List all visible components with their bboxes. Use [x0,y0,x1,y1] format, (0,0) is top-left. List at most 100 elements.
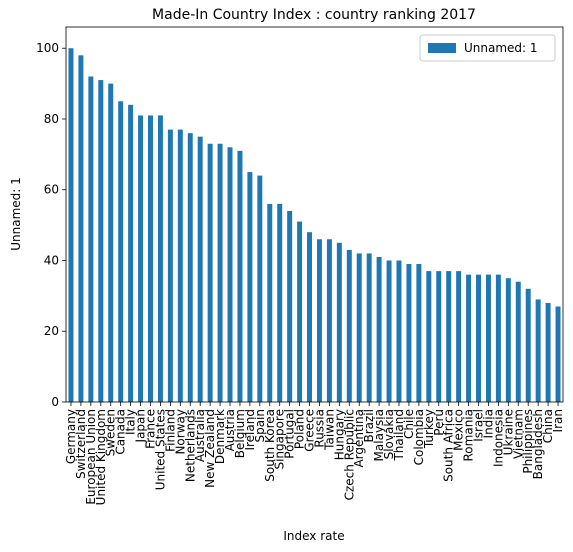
x-tick-label: Peru [432,409,446,436]
x-tick-label: United States [153,409,167,490]
legend-box [419,34,556,62]
bar [78,55,84,403]
x-tick-label: Romania [462,409,476,461]
bar [177,129,183,402]
x-tick-label: Spain [253,409,267,443]
x-tick-label: Hungary [332,409,346,460]
x-tick-label: France [143,409,157,449]
legend-swatch [428,43,456,53]
chart-title: Made-In Country Index : country ranking … [152,7,476,23]
bar [297,221,303,402]
x-tick-label: Belgium [233,409,247,458]
bar [68,48,74,403]
bar [466,274,472,402]
bar [108,83,114,403]
bar [336,242,342,402]
bar [456,271,462,402]
bar [386,260,392,402]
legend-label: Unnamed: 1 [464,41,538,55]
bar [257,175,263,402]
x-tick-label: Switzerland [74,409,88,479]
bar [525,288,531,402]
bar [118,101,124,402]
y-tick-label: 0 [51,395,59,409]
bar [366,253,372,402]
x-tick-label: Norway [173,409,187,455]
bar [505,278,511,402]
y-tick-label: 80 [44,112,59,126]
bar [555,306,561,402]
x-tick-label: Canada [114,409,128,455]
x-tick-label: Australia [193,409,207,462]
x-axis-label: Index rate [283,529,344,543]
bar [485,274,491,402]
bar [167,129,173,402]
x-tick-label: Denmark [213,409,227,464]
x-tick-label: Germany [64,409,78,464]
bar [267,203,273,402]
x-tick-label: Thailand [392,409,406,462]
bar [237,150,243,402]
bar [446,271,452,402]
bar [277,203,283,402]
x-tick-label: South Korea [263,409,277,482]
y-axis-label: Unnamed: 1 [9,177,23,251]
bar [376,256,382,402]
x-tick-label: China [541,409,555,443]
bar [197,136,203,403]
bar [227,147,233,402]
bar [346,249,352,402]
bar [436,271,442,402]
x-tick-label: Vietnam [511,409,525,459]
bar [307,232,313,402]
x-tick-label: United Kingdom [94,409,108,505]
bar [535,299,541,402]
bar [476,274,481,402]
x-tick-label: Chile [402,409,416,439]
x-tick-label: Italy [124,409,138,435]
x-tick-label: Argentina [352,409,366,468]
plot-frame [65,26,564,403]
bar [406,264,412,402]
x-tick-label: Slovakia [382,409,396,459]
bar [128,104,134,402]
x-tick-label: Czech Republic [342,409,356,500]
x-tick-label: Ukraine [501,409,515,455]
x-tick-label: Israel [472,409,486,442]
x-tick-label: Taiwan [322,409,336,451]
bar [426,271,432,402]
x-tick-label: Brazil [362,409,376,443]
bar [98,80,104,402]
bar [148,115,153,403]
y-tick-label: 40 [44,253,59,267]
x-tick-label: India [481,409,495,438]
x-tick-label: Austria [223,409,237,451]
bar [416,264,422,402]
bar [545,302,551,402]
bar [247,172,253,402]
bar [396,260,402,402]
x-tick-label: Portugal [283,409,297,459]
x-tick-label: Netherlands [183,409,197,482]
x-tick-label: Philippines [521,409,535,474]
x-tick-label: Colombia [412,409,426,465]
bar [326,239,332,402]
x-tick-label: Russia [312,409,326,448]
x-tick-label: Poland [293,409,307,449]
x-tick-label: Finland [163,409,177,452]
x-tick-label: Malaysia [372,409,386,461]
x-tick-label: Mexico [452,409,466,451]
x-tick-label: Ireland [243,409,257,451]
bar [138,115,144,403]
x-tick-label: Greece [303,409,317,452]
x-tick-label: South Africa [442,409,456,482]
y-tick-label: 60 [44,183,59,197]
bar [187,133,193,402]
x-tick-label: Singapore [273,409,287,470]
bar [495,274,501,402]
x-tick-label: Turkey [422,409,436,449]
bar [88,76,94,402]
x-tick-label: European Union [84,409,98,505]
x-tick-label: Bangladesh [531,409,545,479]
